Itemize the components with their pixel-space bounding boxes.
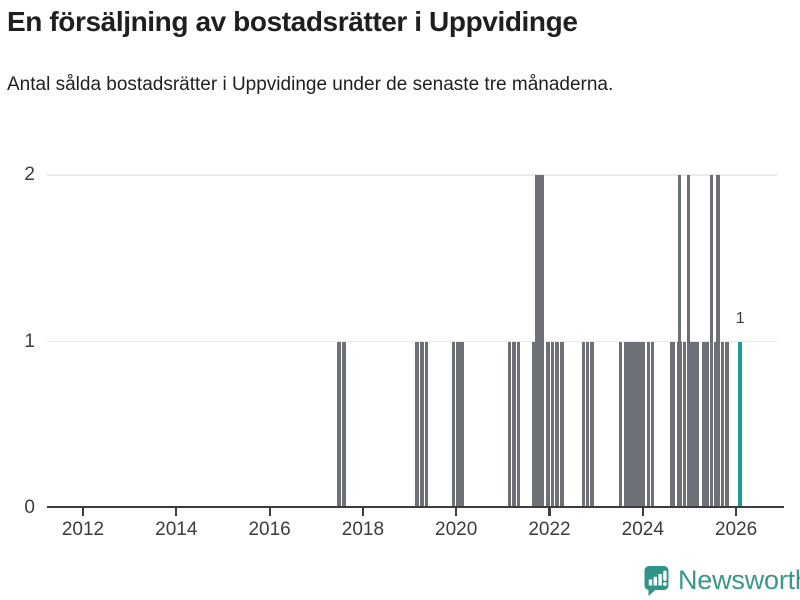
bar (713, 341, 716, 507)
bar (669, 341, 676, 507)
bar (724, 341, 729, 507)
bar-chart-speech-bubble-icon (644, 565, 669, 600)
bar (678, 175, 682, 507)
x-axis-tick (81, 508, 85, 516)
bar (516, 341, 521, 507)
bar (590, 341, 594, 507)
bar (531, 341, 536, 507)
x-axis-label: 2024 (621, 519, 664, 540)
x-axis-tick (548, 508, 551, 516)
x-axis-tick (268, 508, 271, 516)
bar (646, 341, 650, 507)
x-axis-label: 2022 (528, 519, 571, 540)
y-axis-label: 0 (24, 497, 35, 519)
x-axis-label: 2016 (248, 519, 291, 540)
x-axis-tick (641, 508, 644, 516)
bar (535, 175, 544, 507)
bar-value-label: 1 (735, 309, 745, 327)
bar (701, 341, 709, 507)
bar (424, 341, 429, 507)
gridline-y-1 (46, 340, 778, 343)
bar (342, 341, 347, 507)
bar (650, 341, 655, 507)
x-axis-label: 2014 (155, 519, 198, 540)
bar (716, 175, 720, 507)
bar (687, 175, 691, 507)
bar (456, 341, 465, 507)
bar (559, 341, 565, 507)
bar (419, 341, 424, 507)
bar (546, 341, 551, 507)
bar-highlighted (738, 341, 743, 507)
bar (555, 341, 559, 507)
bar-chart: 0 1 2 1 2012 2014 2016 2018 2020 2022 2024 2026 (24, 164, 784, 540)
bar (683, 341, 686, 507)
newsworthy-logo-text: Newsworthy (678, 565, 800, 595)
page-subtitle: Antal sålda bostadsrätter i Uppvidinge u… (7, 74, 614, 95)
gridline-y-2 (46, 174, 778, 176)
newsworthy-logo[interactable]: Newsworthy (644, 565, 800, 600)
x-axis-label: 2018 (341, 519, 385, 540)
bar (623, 341, 646, 507)
x-axis-tick (361, 508, 364, 516)
bar (586, 341, 590, 507)
bar (550, 341, 555, 507)
bar (581, 341, 586, 507)
x-axis-label: 2012 (61, 519, 105, 540)
x-axis-tick (455, 508, 458, 516)
bar (337, 341, 342, 507)
bar (507, 341, 512, 507)
page-title: En försäljning av bostadsrätter i Uppvid… (7, 6, 578, 37)
x-axis-line (46, 505, 784, 509)
x-axis-label: 2026 (714, 519, 758, 540)
bar (720, 341, 724, 507)
y-axis-label: 1 (24, 330, 35, 352)
x-axis-label: 2020 (435, 519, 478, 540)
bar (512, 341, 516, 507)
bar (687, 341, 699, 507)
bar (619, 341, 623, 507)
bar (452, 341, 456, 507)
bar (709, 175, 713, 507)
y-axis-label: 2 (24, 164, 35, 185)
x-axis-tick (175, 508, 178, 516)
bar (415, 341, 419, 507)
x-axis-tick (735, 508, 738, 516)
